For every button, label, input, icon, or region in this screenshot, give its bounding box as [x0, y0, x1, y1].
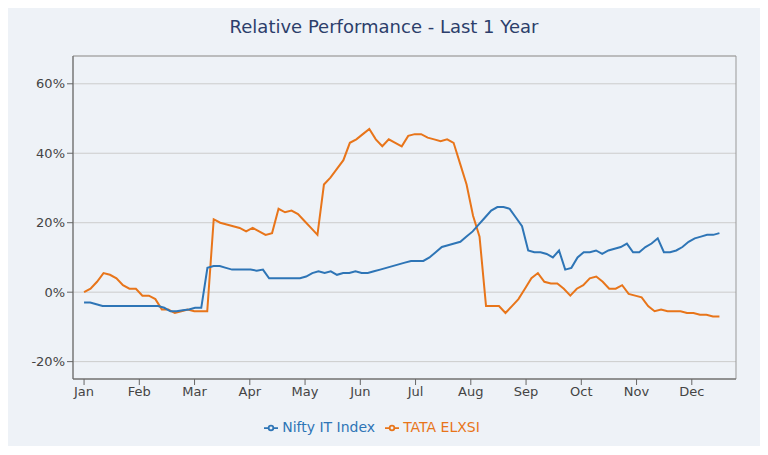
html-text:Nifty IT Index: Nifty IT Index: [282, 419, 376, 435]
svg-text:Mar: Mar: [182, 384, 207, 399]
svg-text:Jul: Jul: [407, 384, 424, 399]
svg-text:Nov: Nov: [624, 384, 650, 399]
svg-text:60%: 60%: [36, 76, 65, 91]
html-text:TATA ELXSI: TATA ELXSI: [403, 419, 480, 435]
svg-text:40%: 40%: [36, 146, 65, 161]
svg-text:Sep: Sep: [514, 384, 539, 399]
svg-text:Feb: Feb: [128, 384, 151, 399]
svg-text:-20%: -20%: [31, 354, 65, 369]
html-text:Relative Performance - Last 1: Relative Performance - Last 1 Year: [229, 16, 539, 37]
svg-text:0%: 0%: [44, 285, 65, 300]
svg-text:Oct: Oct: [570, 384, 592, 399]
svg-text:20%: 20%: [36, 215, 65, 230]
svg-text:Aug: Aug: [458, 384, 483, 399]
svg-text:May: May: [292, 384, 319, 399]
svg-text:Dec: Dec: [679, 384, 704, 399]
svg-text:Jan: Jan: [73, 384, 94, 399]
svg-text:Apr: Apr: [239, 384, 262, 399]
svg-text:Jun: Jun: [349, 384, 370, 399]
